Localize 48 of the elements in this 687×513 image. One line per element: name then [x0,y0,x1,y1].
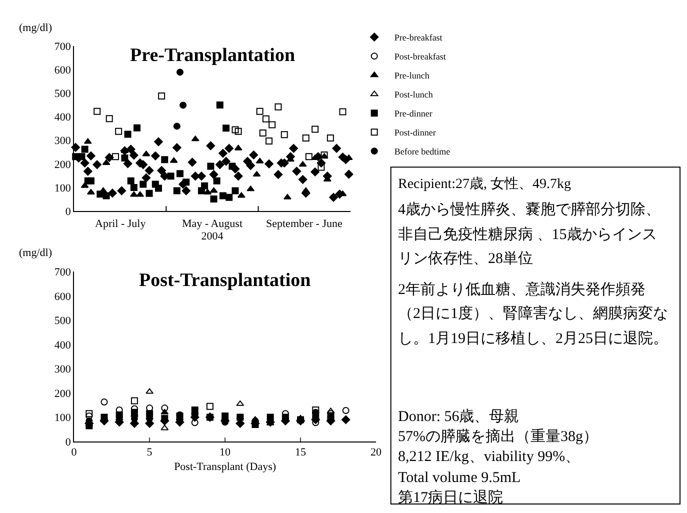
text: し。1月19日に移植し、2月25日に退院。 [398,330,668,347]
text: 第17病日に退院 [398,489,503,506]
text: September - June [266,218,342,230]
y-tick-label: 300 [54,364,72,376]
legend-label: Post-breakfast [394,52,446,62]
legend-label: Post-lunch [394,90,434,100]
y-axis-title: (mg/dl) [19,247,52,259]
y-tick-label: 400 [54,112,72,124]
y-tick-label: 100 [54,182,72,194]
text: リン依存性、28単位 [398,250,533,267]
text: Donor: 56歳、母親 [398,408,520,425]
legend-label: Pre-lunch [394,70,430,81]
legend-label: Post-dinner [394,128,436,138]
text: 57%の膵臓を摘出（重量38g） [398,428,598,445]
y-tick-label: 200 [54,158,72,171]
text: Recipient:27歳, 女性、49.7kg [398,176,572,192]
chart-title: Post-Transplantation [139,270,312,291]
x-tick-label: 10 [220,446,232,459]
y-tick-label: 600 [54,290,72,303]
y-tick-label: 500 [54,315,72,328]
y-axis-title: (mg/dl) [19,22,52,34]
text: Total volume 9.5mL [398,470,521,486]
text: 8,212 IE/kg、viability 99%、 [398,449,580,465]
x-tick-label: 5 [146,446,153,459]
text: April - July [95,218,146,230]
y-tick-label: 400 [54,339,72,352]
legend-label: Pre-dinner [394,108,432,119]
y-tick-label: 200 [54,388,72,400]
y-tick-label: 0 [65,436,72,448]
text: 2年前より低血糖、意識消失発作頻発 [398,281,646,298]
chart-title: Pre-Transplantation [130,45,296,66]
legend-label: Before bedtime [394,146,450,157]
y-tick-label: 500 [54,88,72,100]
x-tick-label: 15 [295,446,307,459]
legend-label: Pre-breakfast [394,32,443,43]
y-tick-label: 300 [54,135,72,148]
x-tick-label: 20 [370,446,382,459]
y-tick-label: 0 [65,206,72,218]
text: May - August [182,218,242,230]
y-tick-label: 700 [54,40,72,53]
text: （2日に1度）、腎障害なし、網膜病変な [398,305,668,322]
y-tick-label: 100 [54,412,72,424]
y-tick-label: 600 [54,64,72,76]
text: 非自己免疫性糖尿病 、15歳からインス [398,226,657,243]
x-axis-title: 2004 [201,230,224,242]
y-tick-label: 700 [54,266,72,278]
x-axis-title: Post-Transplant (Days) [174,460,276,473]
text: 4歳から慢性膵炎、嚢胞で膵部分切除、 [398,201,660,218]
